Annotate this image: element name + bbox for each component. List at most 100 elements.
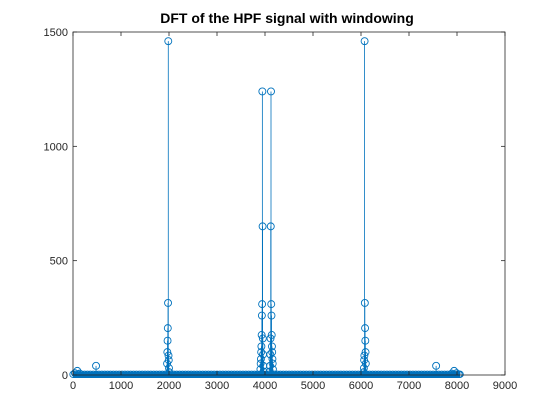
baseline-marker bbox=[391, 370, 400, 378]
baseline-marker bbox=[400, 370, 408, 378]
stem-marker bbox=[73, 366, 82, 375]
stem-marker bbox=[257, 348, 266, 357]
baseline-marker bbox=[305, 370, 313, 378]
baseline-marker bbox=[414, 370, 423, 378]
baseline-marker bbox=[299, 370, 308, 378]
baseline-marker bbox=[386, 370, 394, 378]
stem-marker bbox=[361, 336, 370, 345]
x-tick-label: 6000 bbox=[349, 380, 373, 392]
baseline-marker bbox=[380, 370, 388, 378]
x-tick-label: 2000 bbox=[157, 380, 181, 392]
baseline-marker bbox=[435, 370, 443, 378]
baseline-marker bbox=[368, 370, 377, 378]
stem-marker bbox=[360, 37, 369, 46]
stem-marker bbox=[164, 351, 173, 360]
x-tick-label: 8000 bbox=[445, 380, 469, 392]
baseline-marker bbox=[397, 370, 406, 378]
baseline-marker bbox=[121, 370, 129, 378]
stem-marker bbox=[267, 331, 276, 339]
baseline-marker bbox=[135, 370, 143, 378]
stem-marker bbox=[163, 336, 172, 345]
baseline-marker bbox=[325, 370, 334, 378]
baseline-marker bbox=[443, 370, 452, 378]
baseline-marker bbox=[103, 370, 112, 378]
x-tick-label: 4000 bbox=[253, 380, 277, 392]
baseline-marker bbox=[319, 370, 328, 378]
baseline-marker bbox=[198, 370, 207, 378]
baseline-marker bbox=[227, 370, 236, 378]
axes-box bbox=[73, 32, 505, 375]
stem-marker bbox=[164, 299, 172, 307]
stem-marker bbox=[257, 311, 266, 320]
baseline-marker bbox=[204, 370, 213, 378]
baseline-marker bbox=[348, 370, 357, 378]
stem-marker bbox=[266, 334, 275, 343]
stem-marker bbox=[359, 364, 368, 373]
baseline-marker bbox=[109, 370, 118, 378]
baseline-marker bbox=[279, 370, 287, 378]
baseline-marker bbox=[268, 370, 276, 378]
stem-marker bbox=[258, 300, 267, 309]
baseline-marker bbox=[86, 370, 94, 378]
baseline-marker bbox=[141, 370, 149, 378]
stem-marker bbox=[452, 369, 461, 378]
baseline-marker bbox=[420, 370, 429, 378]
baseline-marker bbox=[417, 370, 426, 378]
y-tick-label: 1000 bbox=[44, 141, 68, 153]
baseline-marker bbox=[302, 370, 310, 378]
plot-area: 0 1000 2000 3000 4000 5000 6000 7000 8000 9000 0 5… bbox=[44, 27, 518, 392]
baseline-marker bbox=[406, 370, 414, 378]
baseline-marker bbox=[250, 370, 259, 378]
stem-marker bbox=[164, 37, 173, 46]
baseline-marker bbox=[222, 370, 230, 378]
baseline-marker bbox=[80, 370, 89, 378]
stem-marker bbox=[258, 87, 267, 96]
stem-marker bbox=[257, 342, 266, 351]
baseline-marker bbox=[181, 370, 190, 378]
baseline-marker bbox=[247, 370, 256, 378]
baseline-marker bbox=[345, 370, 354, 378]
baseline-marker bbox=[242, 370, 250, 378]
stem-marker bbox=[266, 350, 275, 359]
baseline-marker bbox=[389, 370, 397, 378]
stem-marker bbox=[258, 222, 267, 231]
baseline-marker bbox=[98, 370, 106, 378]
baseline-marker bbox=[371, 370, 380, 378]
baseline-marker bbox=[158, 370, 166, 378]
baseline-marker bbox=[138, 370, 146, 378]
baseline-marker bbox=[294, 370, 302, 378]
stem-marker bbox=[450, 366, 459, 375]
baseline-marker bbox=[196, 370, 204, 378]
baseline-marker bbox=[83, 370, 92, 378]
baseline-marker bbox=[129, 370, 138, 378]
stem-marker bbox=[256, 359, 265, 368]
baseline-marker bbox=[337, 370, 345, 378]
stem-marker bbox=[163, 324, 172, 333]
baseline-marker bbox=[432, 370, 440, 378]
stem-marker bbox=[361, 324, 370, 333]
baseline-marker bbox=[308, 370, 316, 378]
baseline-marker bbox=[161, 370, 169, 378]
baseline-marker bbox=[101, 370, 109, 378]
baseline-marker bbox=[201, 370, 210, 378]
baseline-marker bbox=[438, 370, 446, 378]
stem-marker bbox=[267, 300, 276, 309]
stem-marker bbox=[163, 348, 172, 357]
baseline-marker bbox=[377, 370, 385, 378]
baseline-marker bbox=[403, 370, 411, 378]
baseline-marker bbox=[276, 370, 285, 378]
baseline-marker bbox=[342, 370, 351, 378]
baseline-marker bbox=[412, 370, 420, 378]
stem-marker bbox=[257, 331, 266, 339]
stem-marker bbox=[447, 369, 456, 378]
stem-marker bbox=[267, 311, 276, 320]
baseline-marker bbox=[184, 370, 192, 378]
baseline-marker bbox=[112, 370, 120, 378]
stem-marker bbox=[92, 361, 100, 370]
baseline-marker bbox=[230, 370, 238, 378]
stem-marker bbox=[267, 87, 275, 96]
baseline-marker bbox=[351, 370, 359, 378]
baseline-marker bbox=[429, 370, 437, 378]
baseline-marker bbox=[322, 370, 331, 378]
baseline-marker bbox=[394, 370, 403, 378]
